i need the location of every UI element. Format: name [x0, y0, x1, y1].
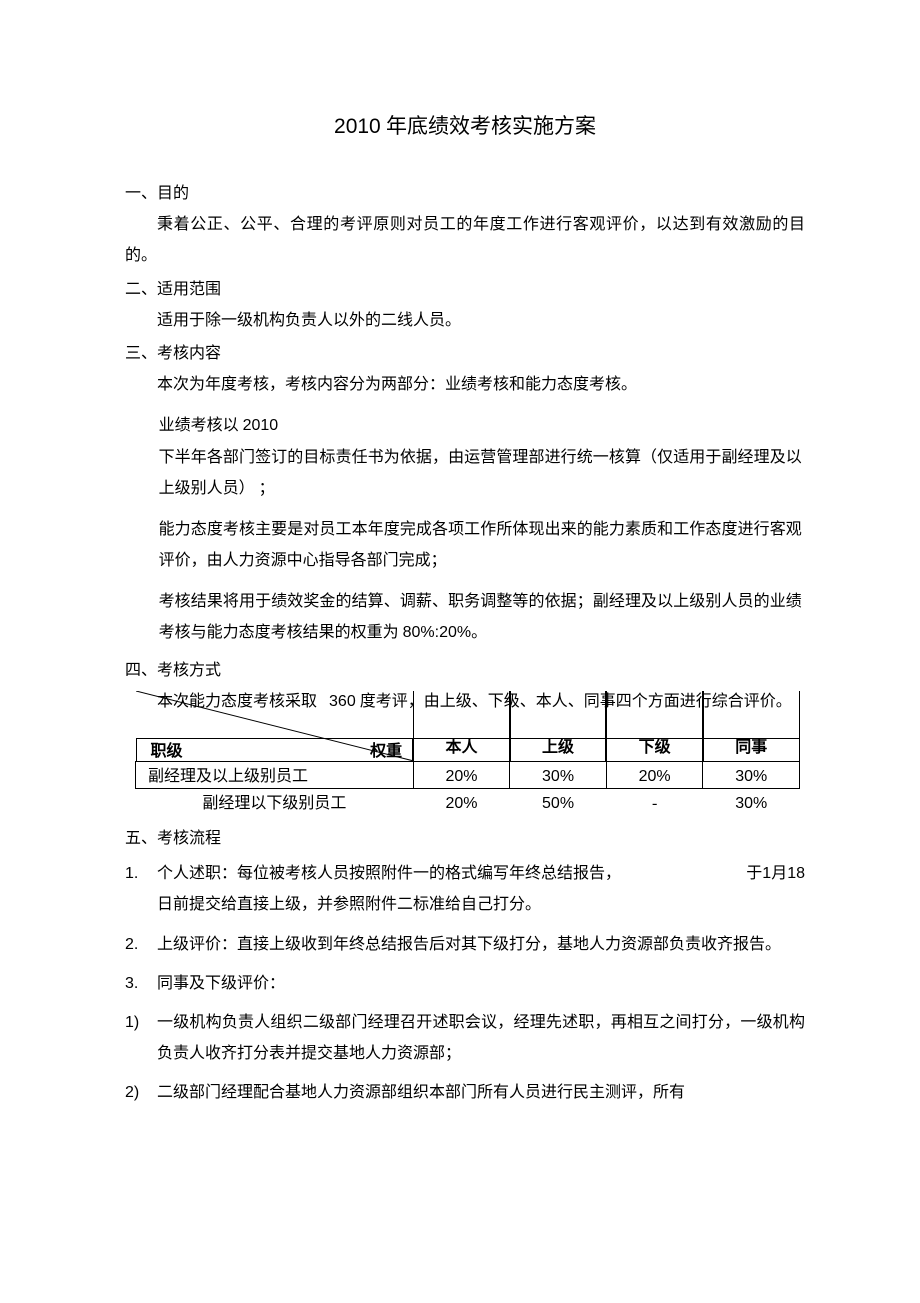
list-item: 3. 同事及下级评价： — [125, 968, 805, 999]
section-4-heading: 四、考核方式 — [125, 655, 805, 686]
p3a-prefix: 业绩考核以 — [159, 417, 243, 434]
section-3-heading: 三、考核内容 — [125, 338, 805, 369]
table-row0-c0: 20% — [413, 762, 510, 789]
table-row1-label: 副经理以下级别员工 — [136, 789, 414, 820]
section-3-item-b: 能力态度考核主要是对员工本年度完成各项工作所体现出来的能力素质和工作态度进行客观… — [159, 514, 802, 576]
section-1-body: 秉着公正、公平、合理的考评原则对员工的年度工作进行客观评价，以达到有效激励的目的… — [125, 209, 805, 271]
title-rest: 年底绩效考核实施方案 — [381, 114, 596, 138]
item-text: 同事及下级评价： — [157, 968, 805, 999]
table-row1-c2: - — [606, 789, 703, 820]
process-list: 1. 个人述职：每位被考核人员按照附件一的格式编写年终总结报告， 于1月18 日… — [125, 858, 805, 1108]
p3a-line2: 下半年各部门签订的目标责任书为依据，由运营管理部进行统一核算（仅适用于副经理及以… — [159, 449, 802, 497]
table-row1-c0: 20% — [413, 789, 510, 820]
section-2-heading: 二、适用范围 — [125, 274, 805, 305]
table-row0-label: 副经理及以上级别员工 — [136, 762, 414, 789]
table-row0-c2: 20% — [606, 762, 703, 789]
p4-pre: 本次能力态度考核采取 — [157, 693, 317, 710]
table-row0-c3: 30% — [703, 762, 800, 789]
title-year: 2010 — [334, 115, 381, 138]
section-1-heading: 一、目的 — [125, 178, 805, 209]
list-item: 1) 一级机构负责人组织二级部门经理召开述职会议，经理先述职，再相互之间打分，一… — [125, 1007, 805, 1069]
item-num: 1) — [125, 1007, 157, 1069]
section-3-item-c: 考核结果将用于绩效奖金的结算、调薪、职务调整等的依据；副经理及以上级别人员的业绩… — [159, 586, 802, 648]
list-item: 1. 个人述职：每位被考核人员按照附件一的格式编写年终总结报告， 于1月18 日… — [125, 858, 805, 920]
item-num: 1. — [125, 858, 157, 920]
table-header-right: 权重 — [370, 743, 402, 761]
section-5-heading: 五、考核流程 — [125, 823, 805, 854]
section-3-intro: 本次为年度考核，考核内容分为两部分：业绩考核和能力态度考核。 — [125, 369, 805, 400]
table-row1-c1: 50% — [510, 789, 607, 820]
p3a-year: 2010 — [243, 417, 279, 434]
p4-num: 360 — [329, 693, 356, 710]
section-4-body: 本次能力态度考核采取 360 度考评，由上级、下级、本人、同事四个方面进行综合评… — [125, 686, 805, 717]
section-2-body: 适用于除一级机构负责人以外的二线人员。 — [125, 305, 805, 336]
p3c-ratio: 80%:20% — [403, 624, 472, 641]
list-item: 2. 上级评价：直接上级收到年终总结报告后对其下级打分，基地人力资源部负责收齐报… — [125, 929, 805, 960]
table-row1-c3: 30% — [703, 789, 800, 820]
table-row: 副经理以下级别员工 20% 50% - 30% — [136, 789, 800, 820]
table-header-left: 职级 — [151, 743, 183, 761]
list-item: 2) 二级部门经理配合基地人力资源部组织本部门所有人员进行民主测评，所有 — [125, 1077, 805, 1108]
item-num: 2) — [125, 1077, 157, 1108]
item-text: 上级评价：直接上级收到年终总结报告后对其下级打分，基地人力资源部负责收齐报告。 — [157, 929, 805, 960]
page-title: 2010 年底绩效考核实施方案 — [125, 110, 805, 140]
p4-post: 度考评，由上级、下级、本人、同事四个方面进行综合评价。 — [356, 693, 792, 710]
item-text: 二级部门经理配合基地人力资源部组织本部门所有人员进行民主测评，所有 — [157, 1077, 805, 1108]
section-3-item-a: 业绩考核以 2010 下半年各部门签订的目标责任书为依据，由运营管理部进行统一核… — [159, 410, 802, 504]
item-text: 一级机构负责人组织二级部门经理召开述职会议，经理先述职，再相互之间打分，一级机构… — [157, 1007, 805, 1069]
p3c-post: 。 — [471, 624, 487, 641]
item-num: 3. — [125, 968, 157, 999]
item-text: 个人述职：每位被考核人员按照附件一的格式编写年终总结报告， 于1月18 日前提交… — [157, 858, 805, 920]
table-row0-c1: 30% — [510, 762, 607, 789]
table-row: 副经理及以上级别员工 20% 30% 20% 30% — [136, 762, 800, 789]
item-num: 2. — [125, 929, 157, 960]
